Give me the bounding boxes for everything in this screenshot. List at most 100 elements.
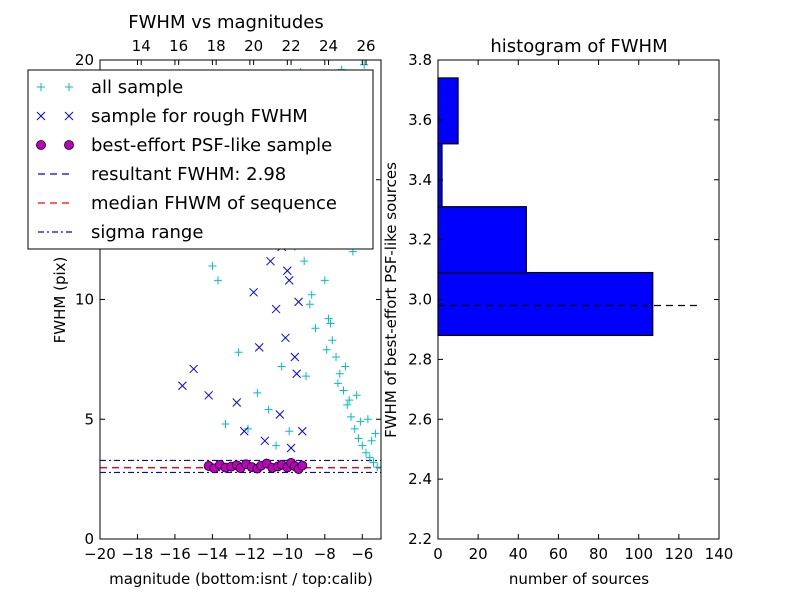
point-s0-9 — [285, 427, 294, 436]
histogram-bar-1 — [437, 206, 527, 274]
scatter-title: FWHM vs magnitudes — [128, 12, 323, 33]
point-s0-27 — [358, 441, 367, 450]
histogram-bar-3 — [437, 77, 459, 145]
point-s0-13 — [305, 300, 314, 309]
histogram-bar-2 — [437, 143, 443, 208]
top-tick-label-5: 24 — [319, 37, 338, 55]
legend-label-3: resultant FWHM: 2.98 — [91, 164, 286, 185]
point-s0-28 — [362, 448, 371, 457]
legend-label-5: sigma range — [91, 222, 203, 243]
top-tick-label-1: 16 — [169, 37, 188, 55]
point-s0-1 — [214, 276, 223, 285]
point-s0-42 — [352, 391, 361, 400]
hist-ytick-label-6: 3.4 — [408, 171, 432, 189]
hist-ytick-label-1: 2.4 — [408, 470, 432, 488]
legend-marker-a-2 — [36, 140, 46, 150]
point-s0-3 — [234, 348, 243, 357]
point-s0-41 — [341, 362, 350, 371]
ytick-label-1: 5 — [84, 410, 94, 428]
point-s0-40 — [326, 319, 335, 328]
scatter-ylabel: FWHM (pix) — [51, 257, 69, 344]
scatter-xlabel: magnitude (bottom:isnt / top:calib) — [109, 570, 373, 588]
point-s0-20 — [332, 352, 341, 361]
point-s0-0 — [208, 261, 217, 270]
point-s0-44 — [371, 429, 380, 438]
point-s0-8 — [277, 362, 286, 371]
point-s0-7 — [272, 441, 281, 450]
point-s0-2 — [221, 420, 230, 429]
point-s1-1 — [189, 364, 199, 374]
xtick-label-5: −10 — [272, 545, 304, 563]
hist-xtick-label-5: 100 — [624, 545, 653, 563]
scatter-panel: −20 −18 −16 −14 −12 −10 −8 −6 14 16 18 20 22 24 26 0 5 10… — [27, 12, 382, 588]
point-s2-19 — [297, 460, 308, 471]
xtick-label-6: −8 — [314, 545, 336, 563]
legend-label-1: sample for rough FWHM — [91, 106, 308, 127]
histogram-bar-0 — [437, 271, 654, 337]
point-s0-32 — [311, 324, 320, 333]
point-s0-35 — [345, 396, 354, 405]
point-s1-17 — [297, 426, 307, 436]
point-s1-23 — [282, 266, 292, 276]
xtick-label-7: −6 — [351, 545, 373, 563]
legend-marker-a-1 — [36, 111, 46, 121]
hist-xtick-label-4: 80 — [589, 545, 608, 563]
xtick-label-3: −14 — [197, 545, 229, 563]
top-tick-label-2: 18 — [207, 37, 226, 55]
point-s0-24 — [347, 412, 356, 421]
top-tick-label-0: 14 — [132, 37, 151, 55]
point-s0-34 — [333, 379, 342, 388]
point-s0-5 — [253, 388, 262, 397]
point-s1-2 — [204, 390, 214, 400]
hist-xtick-label-1: 20 — [469, 545, 488, 563]
hist-xtick-label-6: 120 — [665, 545, 694, 563]
point-s0-31 — [373, 463, 381, 472]
hist-ytick-label-5: 3.2 — [408, 231, 432, 249]
point-s1-21 — [294, 297, 303, 307]
hist-ytick-label-8: 3.8 — [408, 51, 432, 69]
hist-ytick-label-0: 2.2 — [408, 530, 432, 548]
ytick-label-4: 20 — [75, 51, 94, 69]
point-s1-5 — [239, 426, 249, 436]
top-tick-label-3: 20 — [244, 37, 263, 55]
point-s1-8 — [260, 436, 270, 446]
point-s0-22 — [339, 386, 348, 395]
hist-ytick-label-3: 2.8 — [408, 350, 432, 368]
point-s0-33 — [322, 345, 331, 354]
point-s0-19 — [328, 336, 337, 345]
legend-label-4: median FHWM of sequence — [91, 193, 337, 214]
legend-label-2: best-effort PSF-like sample — [91, 135, 332, 156]
legend-marker-b-0 — [65, 83, 73, 91]
scatter-legend: all sample sample for rough FWHM best-effo… — [27, 69, 374, 250]
point-s1-12 — [281, 333, 290, 343]
point-s0-21 — [335, 369, 344, 378]
hist-xtick-label-0: 0 — [433, 545, 443, 563]
hist-xtick-label-7: 140 — [705, 545, 734, 563]
point-s1-19 — [275, 410, 285, 419]
ytick-label-0: 0 — [84, 530, 94, 548]
hist-xtick-label-2: 40 — [509, 545, 528, 563]
point-s1-15 — [292, 369, 302, 379]
point-s1-18 — [290, 352, 300, 362]
point-s1-6 — [249, 287, 258, 297]
legend-marker-a-0 — [37, 83, 45, 91]
point-s1-4 — [232, 398, 242, 407]
point-s1-10 — [271, 304, 281, 314]
point-s0-4 — [243, 424, 252, 433]
legend-label-0: all sample — [91, 77, 183, 98]
xtick-label-1: −18 — [122, 545, 154, 563]
point-s0-30 — [369, 458, 378, 467]
point-s0-29 — [365, 453, 374, 462]
point-s1-0 — [178, 381, 187, 391]
top-tick-label-4: 22 — [282, 37, 301, 55]
hist-ytick-label-7: 3.6 — [408, 111, 432, 129]
point-s0-12 — [302, 372, 311, 381]
point-s1-7 — [254, 343, 264, 352]
point-s1-13 — [284, 275, 294, 285]
point-s0-26 — [354, 434, 363, 443]
ytick-label-2: 10 — [75, 291, 94, 309]
point-s0-17 — [320, 276, 329, 285]
point-s0-36 — [356, 417, 365, 426]
point-s0-25 — [350, 424, 359, 433]
